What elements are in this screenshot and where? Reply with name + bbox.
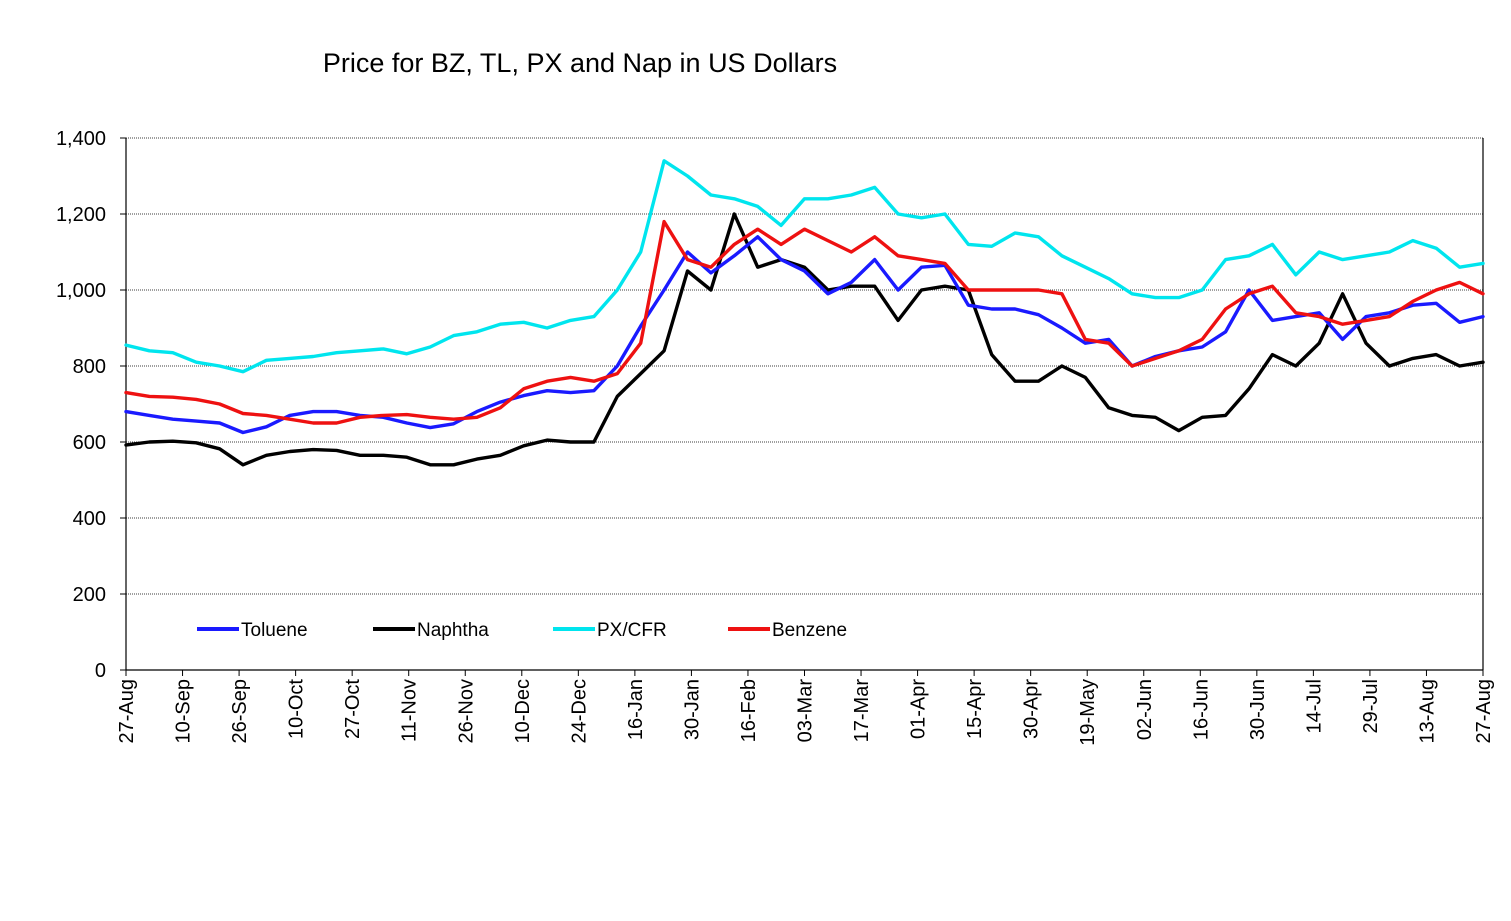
x-tick-label: 26-Sep: [229, 679, 251, 744]
x-tick-label: 27-Aug: [116, 679, 138, 744]
x-tick-label: 27-Oct: [342, 679, 364, 739]
x-tick-label: 19-May: [1077, 679, 1099, 746]
x-tick-label: 15-Apr: [964, 679, 986, 739]
series-lines: [124, 159, 1485, 467]
x-tick-label: 27-Aug: [1473, 679, 1495, 744]
chart-title: Price for BZ, TL, PX and Nap in US Dolla…: [322, 48, 838, 78]
y-tick-label: 400: [73, 508, 106, 530]
x-tick-label: 16-Feb: [738, 679, 760, 742]
axes: [125, 138, 1484, 671]
x-tick-label: 24-Dec: [568, 679, 590, 743]
y-tick-label: 1,200: [56, 204, 106, 226]
x-tick-label: 10-Dec: [512, 679, 534, 743]
x-tick-label: 13-Aug: [1416, 679, 1438, 744]
x-axis-ticks: 27-Aug 10-Sep 26-Sep 10-Oct 27-Oct 11-Nov 26-N…: [116, 670, 1495, 746]
series-line-px-cfr: [124, 159, 1485, 374]
x-tick-label: 30-Jan: [681, 679, 703, 740]
y-tick-label: 1,400: [56, 128, 106, 150]
legend-label: Naphtha: [417, 620, 489, 641]
legend: Toluene Naphtha PX/CFR Benzene: [197, 620, 847, 641]
x-tick-label: 30-Apr: [1021, 679, 1043, 739]
series-line-naphtha: [124, 212, 1485, 467]
y-axis-ticks: 0 200 400 600 800 1,000 1,200 1,400: [56, 128, 126, 682]
x-tick-label: 10-Oct: [286, 679, 308, 739]
x-tick-label: 01-Apr: [908, 679, 930, 739]
x-tick-label: 29-Jul: [1360, 679, 1382, 733]
y-tick-label: 1,000: [56, 280, 106, 302]
series-line-benzene: [124, 219, 1485, 425]
y-tick-label: 800: [73, 356, 106, 378]
x-tick-label: 02-Jun: [1134, 679, 1156, 740]
x-tick-label: 10-Sep: [173, 679, 195, 744]
legend-label: Benzene: [772, 620, 847, 641]
x-tick-label: 14-Jul: [1303, 679, 1325, 733]
gridlines: [126, 137, 1483, 595]
x-tick-label: 11-Nov: [399, 679, 421, 742]
x-tick-label: 17-Mar: [851, 679, 873, 743]
series-line-toluene: [124, 235, 1485, 435]
y-tick-label: 600: [73, 432, 106, 454]
x-tick-label: 26-Nov: [455, 679, 477, 743]
y-tick-label: 0: [95, 660, 106, 682]
x-tick-label: 16-Jan: [625, 679, 647, 740]
x-tick-label: 03-Mar: [795, 679, 817, 743]
legend-label: Toluene: [241, 620, 308, 641]
legend-label: PX/CFR: [597, 620, 667, 641]
y-tick-label: 200: [73, 584, 106, 606]
x-tick-label: 16-Jun: [1190, 679, 1212, 740]
x-tick-label: 30-Jun: [1247, 679, 1269, 740]
